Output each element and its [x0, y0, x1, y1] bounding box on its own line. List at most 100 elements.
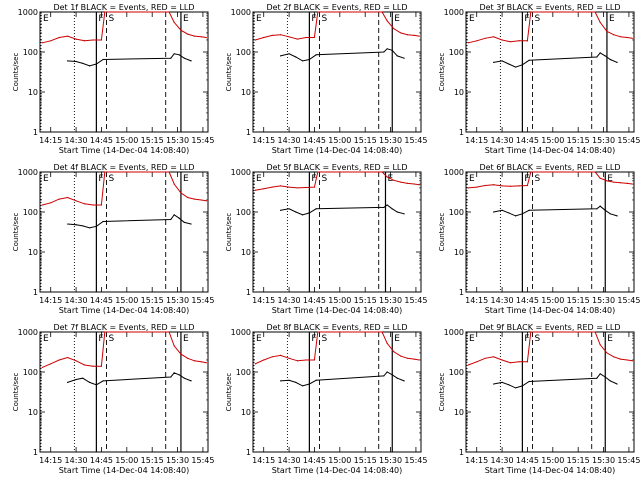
data-point: [508, 63, 510, 65]
data-point: [271, 186, 273, 188]
data-point: [200, 36, 202, 38]
y-tick-label: 1000: [18, 328, 38, 337]
x-tick-label: 14:30: [278, 456, 301, 465]
panel-det-5: Det 5f BLACK = Events, RED = LLD 1 10 100 10…: [225, 163, 427, 315]
x-axis-label: Start Time (14-Dec-04 14:08:40): [59, 146, 190, 155]
data-point: [406, 357, 409, 359]
x-tick-label: 14:30: [278, 136, 301, 145]
data-point: [288, 186, 290, 188]
data-point: [493, 383, 495, 385]
data-point: [83, 203, 86, 205]
data-point: [476, 186, 478, 188]
data-point: [599, 52, 601, 54]
event-marker-label: E: [43, 14, 49, 24]
data-point: [518, 361, 520, 363]
data-point: [75, 60, 77, 63]
x-tick-label: 14:45: [90, 296, 113, 305]
x-tick-label: 14:30: [65, 456, 88, 465]
data-point: [305, 186, 307, 189]
data-point: [95, 63, 97, 65]
data-point: [631, 37, 633, 39]
data-point: [193, 360, 196, 362]
x-tick-label: 14:30: [278, 296, 301, 305]
data-point: [67, 35, 69, 37]
data-point: [403, 57, 405, 59]
y-tick-label: 1000: [444, 328, 464, 337]
data-point: [280, 209, 282, 211]
data-point: [467, 364, 469, 366]
data-point: [418, 35, 420, 37]
data-point: [594, 171, 596, 173]
data-point: [604, 55, 606, 57]
y-tick-label: 100: [449, 208, 464, 217]
panel-title: Det 4f BLACK = Events, RED = LLD: [53, 163, 194, 172]
data-point: [263, 36, 265, 39]
data-point: [187, 196, 189, 199]
data-point: [484, 357, 486, 359]
data-point: [288, 208, 290, 210]
data-point: [396, 211, 398, 213]
data-point: [168, 331, 170, 333]
y-axis-label: Counts/sec: [225, 373, 233, 412]
panel-det-6: Det 6f BLACK = Events, RED = LLD 1 10 100 10…: [438, 163, 640, 315]
data-point: [515, 215, 517, 217]
data-point: [308, 58, 310, 61]
series-events: [67, 372, 192, 386]
x-tick-label: 15:00: [115, 296, 138, 305]
data-point: [296, 187, 299, 189]
data-point: [528, 59, 530, 61]
data-point: [100, 39, 103, 41]
y-tick-label: 10: [241, 248, 251, 257]
event-marker-label: E: [607, 174, 613, 184]
data-point: [530, 171, 532, 173]
data-point: [89, 227, 91, 229]
data-point: [396, 55, 398, 57]
data-point: [168, 171, 170, 173]
data-point: [178, 374, 180, 376]
data-point: [391, 49, 393, 51]
x-tick-label: 15:45: [617, 136, 640, 145]
data-point: [288, 36, 290, 38]
y-tick-label: 10: [28, 248, 38, 257]
data-point: [280, 380, 282, 382]
data-point: [95, 384, 97, 386]
data-point: [386, 342, 388, 344]
y-tick-label: 10: [241, 88, 251, 97]
data-point: [305, 359, 307, 361]
data-point: [526, 361, 529, 363]
data-point: [168, 11, 170, 13]
data-point: [102, 380, 104, 382]
x-tick-label: 14:45: [303, 456, 326, 465]
data-point: [205, 36, 207, 39]
data-point: [102, 58, 104, 61]
series-lld: [468, 331, 633, 366]
x-tick-label: 15:00: [541, 136, 564, 145]
data-point: [67, 356, 69, 359]
data-point: [173, 214, 175, 216]
x-axis-label: Start Time (14-Dec-04 14:08:40): [272, 146, 403, 155]
y-tick-label: 1: [33, 288, 38, 297]
data-point: [515, 387, 517, 389]
data-point: [508, 212, 510, 214]
y-axis-label: Counts/sec: [438, 213, 446, 252]
x-tick-label: 14:30: [65, 296, 88, 305]
data-point: [509, 362, 512, 364]
data-point: [613, 356, 615, 358]
x-axis-label: Start Time (14-Dec-04 14:08:40): [59, 466, 190, 475]
data-point: [104, 171, 106, 173]
x-tick-label: 15:15: [354, 456, 377, 465]
data-point: [386, 204, 388, 206]
data-point: [263, 359, 265, 361]
data-point: [183, 377, 185, 379]
data-point: [613, 34, 615, 36]
event-marker-label: E: [43, 334, 49, 344]
y-axis-label: Counts/sec: [12, 53, 20, 92]
event-marker-label: E: [43, 174, 49, 184]
data-point: [613, 181, 615, 183]
data-point: [67, 223, 69, 225]
event-marker-label: E: [607, 334, 613, 344]
plot-frame: [465, 171, 635, 293]
x-tick-label: 15:45: [191, 296, 214, 305]
data-point: [606, 352, 608, 354]
